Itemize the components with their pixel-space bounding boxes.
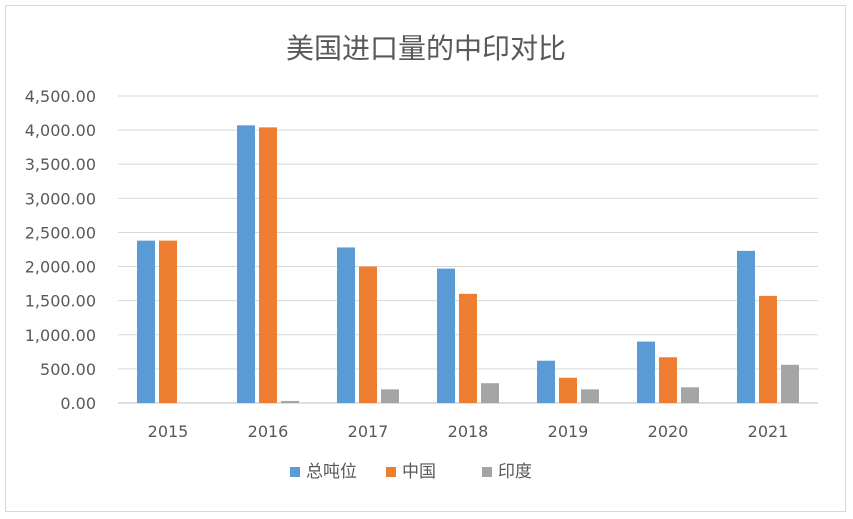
legend-swatch [386,467,396,477]
bar-中国-2019 [559,377,577,403]
y-tick-label: 2,000.00 [25,258,96,277]
x-tick-label: 2016 [248,422,289,441]
bar-中国-2018 [459,293,477,403]
bar-印度-2016 [281,400,299,403]
chart-title: 美国进口量的中印对比 [286,32,566,65]
bar-总吨位-2017 [337,247,355,403]
y-tick-label: 3,000.00 [25,189,96,208]
x-tick-label: 2015 [148,422,189,441]
bar-印度-2018 [481,383,499,403]
x-axis-ticks: 2015 2016 2017 2018 2019 2020 2021 [148,422,789,441]
bar-印度-2017 [381,389,399,403]
x-tick-label: 2019 [548,422,589,441]
legend-swatch [482,467,492,477]
bar-总吨位-2015 [137,240,155,403]
y-axis-ticks: 0.00 500.00 1,000.00 1,500.00 2,000.00 2,500.… [25,87,96,413]
bar-印度-2021 [781,364,799,403]
legend-label: 印度 [498,462,532,482]
x-tick-label: 2018 [448,422,489,441]
bar-印度-2019 [581,389,599,403]
legend-label: 中国 [402,462,436,482]
x-tick-label: 2020 [648,422,689,441]
y-tick-label: 500.00 [40,360,96,379]
y-tick-label: 0.00 [60,394,96,413]
y-tick-label: 4,500.00 [25,87,96,106]
bars [137,125,799,403]
bar-中国-2017 [359,266,377,403]
bar-中国-2020 [659,357,677,403]
bar-总吨位-2018 [437,268,455,403]
y-tick-label: 4,000.00 [25,121,96,140]
x-tick-label: 2021 [748,422,789,441]
legend-label: 总吨位 [306,462,357,482]
y-tick-label: 3,500.00 [25,155,96,174]
legend: 总吨位 中国 印度 [290,462,532,482]
gridlines [118,95,818,404]
bar-印度-2020 [681,387,699,403]
bar-总吨位-2021 [737,250,755,403]
x-tick-label: 2017 [348,422,389,441]
y-tick-label: 1,500.00 [25,292,96,311]
y-tick-label: 1,000.00 [25,326,96,345]
legend-swatch [290,467,300,477]
bar-中国-2015 [159,240,177,403]
bar-总吨位-2016 [237,125,255,403]
bar-中国-2021 [759,295,777,403]
bar-总吨位-2019 [537,360,555,403]
y-tick-label: 2,500.00 [25,223,96,242]
bar-中国-2016 [259,127,277,403]
bar-总吨位-2020 [637,341,655,403]
